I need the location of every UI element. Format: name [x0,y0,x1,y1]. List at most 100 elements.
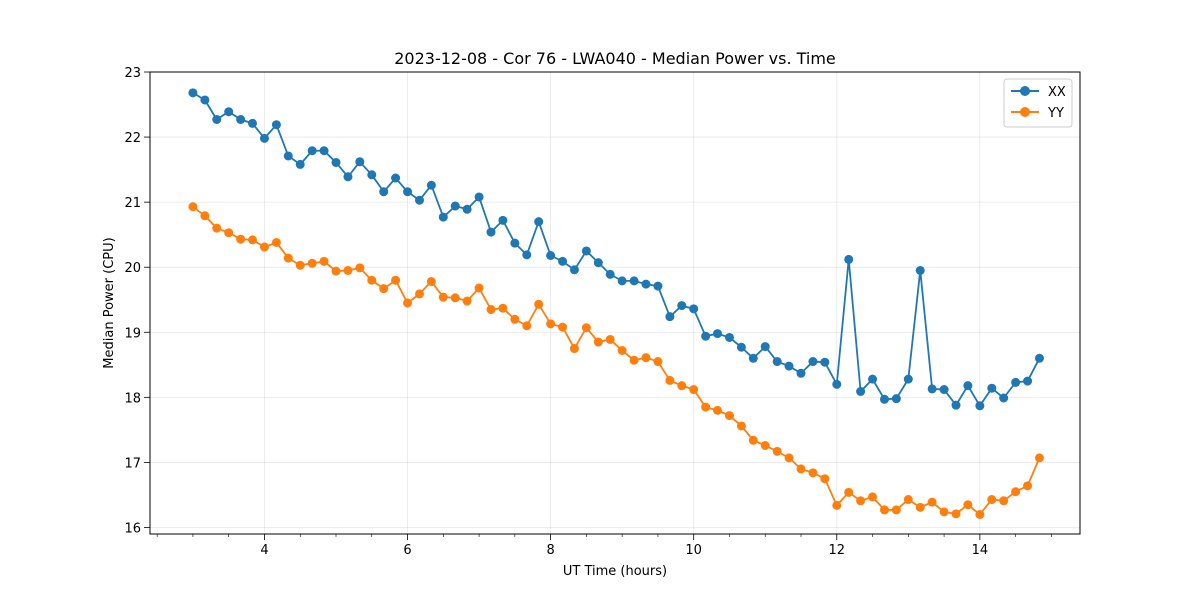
data-point-xx [569,265,579,275]
data-point-yy [593,337,603,347]
data-point-yy [450,293,460,303]
data-point-xx [546,251,556,260]
data-point-xx [927,384,937,394]
data-point-yy [844,487,854,497]
data-point-xx [462,204,472,214]
data-point-xx [438,212,448,222]
data-point-xx [701,331,711,341]
data-point-yy [796,464,806,474]
data-point-xx [498,215,508,225]
data-point-xx [581,246,591,256]
data-point-yy [748,435,758,445]
legend-label-xx: XX [1048,85,1066,100]
data-point-yy [915,502,925,512]
x-tick-label: 4 [260,543,268,558]
data-point-xx [987,383,997,393]
data-point-yy [605,334,615,344]
data-point-yy [951,509,961,519]
legend-marker-yy [1020,107,1030,117]
data-point-yy [486,305,496,315]
data-point-yy [832,500,842,510]
data-point-yy [701,402,711,412]
data-point-xx [236,115,246,124]
data-point-xx [259,133,269,143]
x-tick-label: 12 [828,543,845,558]
data-point-xx [391,173,401,183]
legend-marker-xx [1020,86,1030,96]
data-point-xx [379,187,389,197]
data-point-yy [939,507,949,517]
data-point-yy [1034,453,1044,463]
data-point-yy [653,357,663,367]
data-point-xx [903,374,913,384]
data-point-yy [999,496,1009,506]
y-tick-label: 22 [124,131,141,146]
data-point-yy [236,234,246,244]
data-point-yy [879,505,889,515]
data-point-yy [629,355,639,365]
data-point-xx [641,279,651,289]
data-point-yy [617,346,627,355]
data-point-yy [200,211,210,221]
data-point-yy [581,323,591,333]
data-point-xx [355,157,365,167]
data-point-xx [760,342,770,352]
data-point-yy [665,375,675,385]
data-point-yy [689,385,699,395]
data-point-xx [605,269,615,279]
data-point-xx [820,357,830,367]
data-point-yy [963,500,973,510]
y-tick-label: 17 [124,456,141,471]
data-point-xx [224,107,234,117]
data-point-xx [963,381,973,391]
data-point-xx [307,146,317,156]
data-point-yy [903,495,913,505]
y-axis-label: Median Power (CPU) [102,237,117,368]
data-point-xx [689,304,699,314]
data-point-yy [367,275,377,285]
data-point-xx [343,172,353,182]
data-point-yy [677,381,687,391]
data-point-xx [426,180,436,190]
data-point-yy [414,289,424,299]
data-point-xx [856,387,866,396]
data-point-xx [999,393,1009,403]
data-point-xx [832,379,842,389]
data-point-xx [248,118,258,128]
y-tick-label: 18 [124,391,141,406]
data-point-yy [1023,481,1033,491]
data-point-xx [319,146,329,156]
legend: XX YY [1003,78,1073,128]
data-point-xx [879,394,889,404]
data-point-xx [617,276,627,286]
data-point-yy [546,319,556,329]
data-point-xx [772,357,782,367]
data-point-yy [438,292,448,302]
data-point-xx [796,368,806,378]
data-point-xx [1023,376,1033,386]
data-point-xx [891,394,901,404]
data-point-yy [868,492,878,502]
data-point-yy [498,303,508,313]
data-point-xx [1034,353,1044,363]
data-point-xx [486,227,496,237]
x-tick-label: 6 [403,543,411,558]
data-point-yy [462,296,472,306]
data-point-yy [403,298,413,308]
data-point-yy [259,242,269,252]
data-point-xx [474,192,484,202]
data-point-yy [331,266,341,276]
data-point-yy [784,453,794,463]
data-point-yy [569,344,579,354]
data-point-yy [212,223,222,233]
data-point-xx [629,276,639,286]
data-point-yy [188,202,198,212]
chart-title: 2023-12-08 - Cor 76 - LWA040 - Median Po… [394,49,836,68]
data-point-xx [951,400,961,410]
data-point-xx [403,187,413,197]
y-tick-label: 19 [124,326,141,341]
data-point-yy [558,322,568,332]
data-point-yy [319,256,329,266]
data-point-xx [450,201,460,211]
data-point-xx [724,332,734,342]
